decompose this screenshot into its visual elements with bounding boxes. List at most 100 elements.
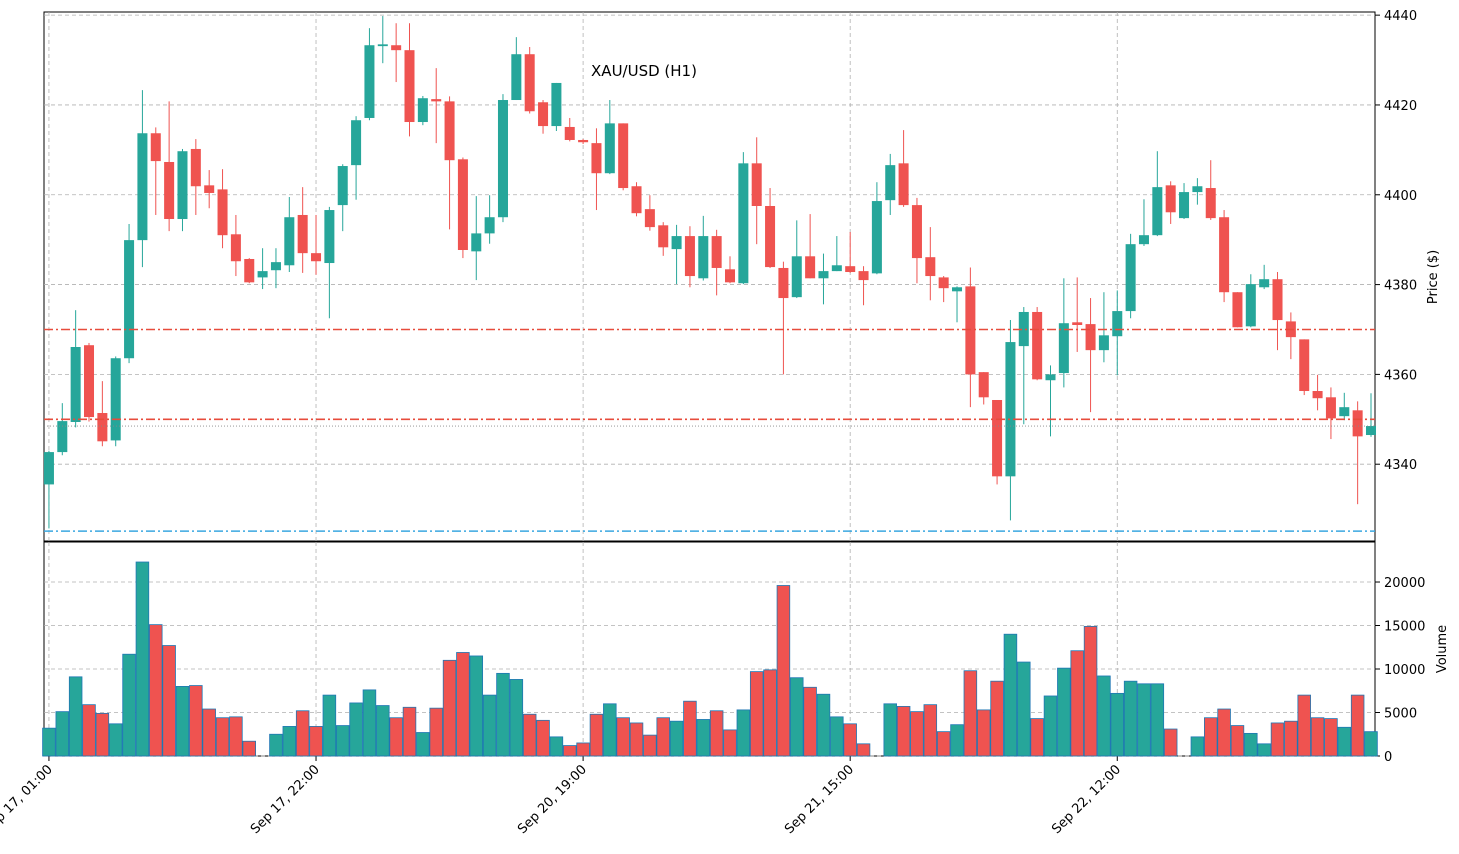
x-tick-label: Sep 21, 15:00 [782,762,857,837]
candle-body [871,201,882,274]
volume-tick-label: 20000 [1384,576,1425,591]
y-tick-label: 4420 [1384,99,1417,114]
volume-tick-label: 10000 [1384,663,1425,678]
volume-bar [416,732,430,757]
volume-bar [723,729,737,757]
candle-body [551,82,562,127]
volume-bar [1017,661,1031,757]
candle-body [644,209,655,228]
volume-bar [1190,736,1205,757]
volume-bar [1257,743,1271,757]
volume-bar [229,716,243,757]
volume-bar [496,672,510,757]
volume-bar [68,676,83,757]
candle-body [1112,311,1123,337]
candle-body [1339,407,1350,417]
candle-body [911,205,922,259]
candle-body [57,421,68,453]
candle-body [898,163,909,206]
y-tick-label: 4340 [1384,458,1417,473]
volume-bar [1150,683,1165,757]
volume-bar [790,677,804,757]
candle-body [925,257,936,277]
candle-body [978,372,989,398]
candle-body [1098,335,1109,351]
volume-axis-label: Volume [1435,625,1450,673]
volume-bar [976,709,991,757]
volume-bar [335,725,350,757]
candle-body [124,240,135,359]
y-tick-label: 4360 [1384,368,1417,383]
x-tick-label: Sep 17, 01:00 [0,762,56,837]
candle-body [524,54,535,112]
volume-bar [696,719,711,757]
candle-body [938,277,949,289]
candle-body [351,120,362,166]
y-tick-label: 4400 [1384,189,1417,204]
candle-body [778,267,789,299]
candle-body [738,163,749,284]
x-tick-label: Sep 20, 19:00 [515,762,590,837]
volume-bar [830,716,844,757]
candle-body [805,256,816,279]
volume-bar [149,624,163,757]
price-panel [43,11,1376,542]
volume-bar [135,561,150,757]
candle-body [858,271,869,281]
candle-body [1365,426,1377,436]
volume-bar [389,717,403,757]
candle-body [270,262,281,271]
candle-body [311,253,322,262]
candle-body [538,102,549,127]
volume-bar [1217,708,1231,757]
candle-body [83,345,95,418]
candle-body [591,143,602,174]
volume-bar [82,704,96,757]
volume-bar [482,694,497,757]
volume-bar [950,724,964,757]
volume-bar [936,731,951,757]
candle-body [444,101,455,161]
volume-bar [295,710,310,757]
volume-bar [429,707,443,757]
candle-body [150,133,161,162]
candle-body [43,452,54,485]
volume-bar [763,669,777,757]
candle-body [217,189,228,236]
volume-bar [683,700,697,757]
candle-body [1032,311,1043,380]
volume-bar [122,653,136,757]
candle-body [724,269,736,283]
x-tick-label: Sep 17, 22:00 [248,762,323,837]
candle-body [618,123,629,189]
volume-bar [1324,718,1338,757]
candle-body [297,214,308,254]
volume-bar [1204,717,1218,757]
volume-bar [442,659,457,757]
volume-tick-label: 5000 [1384,707,1417,722]
candle-body [965,286,976,375]
candle-body [765,205,776,268]
candle-body [992,399,1003,477]
volume-bar [749,671,764,757]
volume-bar [669,720,684,757]
volume-bar [1123,680,1138,757]
volume-bar [856,743,871,757]
y-tick-label: 4380 [1384,279,1417,294]
volume-bar [162,645,176,757]
chart-title: XAU/USD (H1) [591,62,697,80]
volume-bar [1310,717,1325,757]
volume-bar [1003,633,1018,757]
candle-body [110,358,121,441]
volume-bar [1030,718,1044,757]
candle-body [1138,235,1149,245]
candle-body [885,165,896,201]
candle-body [1352,410,1363,437]
volume-bar [1350,694,1365,757]
volume-bar [643,734,657,757]
candle-body [818,271,829,279]
candle-body [97,413,108,442]
candle-body [164,161,175,220]
x-tick-label: Sep 22, 12:00 [1049,762,1124,837]
candle-body [751,163,762,206]
